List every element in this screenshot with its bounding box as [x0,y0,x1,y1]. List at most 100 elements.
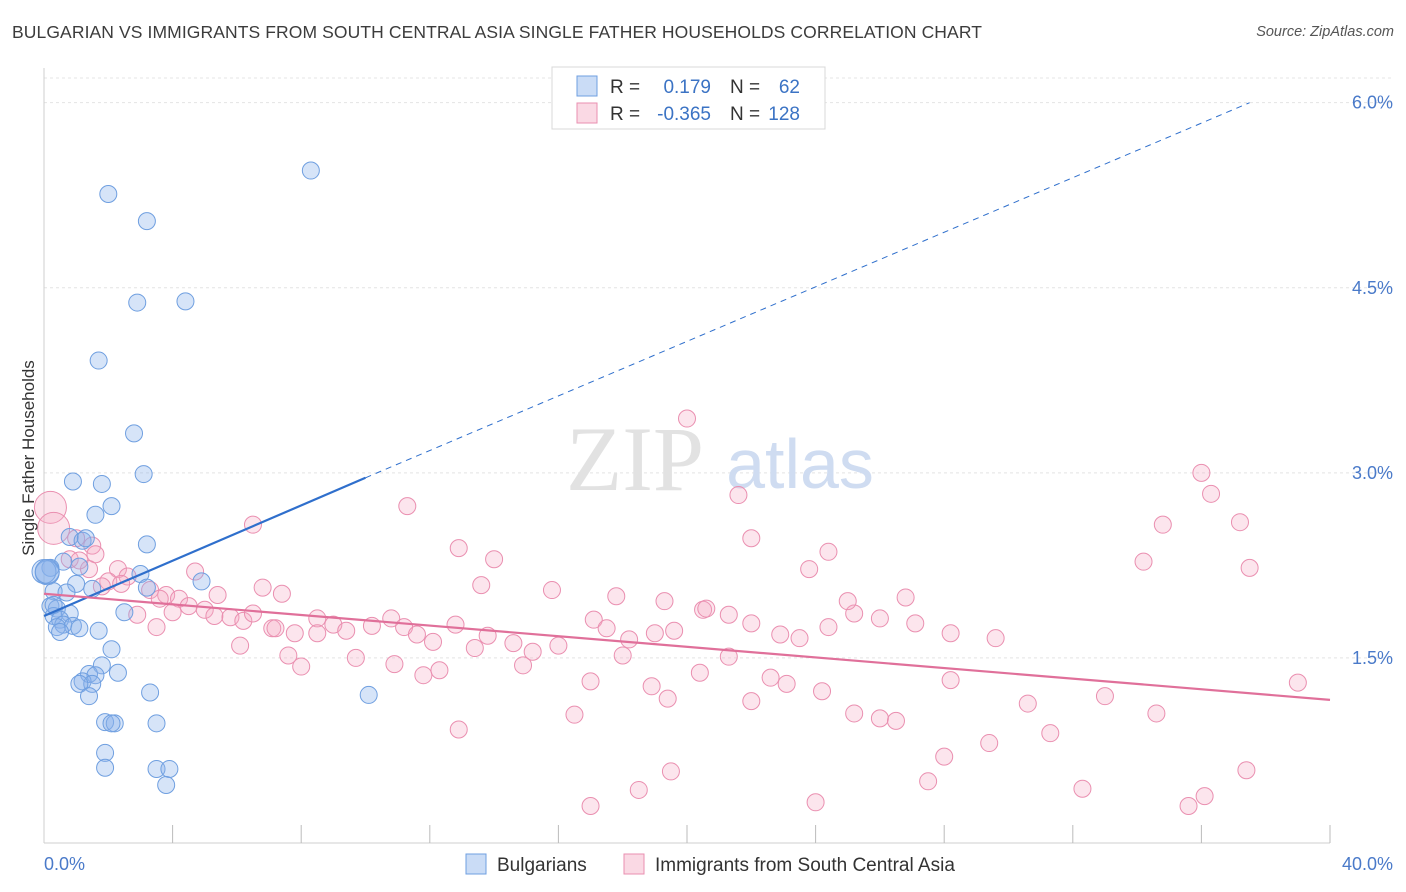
point-immigrants [581,672,600,691]
point-immigrants [800,560,819,579]
legend-r-value-2: -0.365 [657,104,711,125]
point-bulgarians [176,292,195,311]
point-bulgarians [47,618,66,637]
point-bulgarians [137,212,156,231]
point-bulgarians [102,497,121,516]
point-immigrants [819,618,838,637]
point-bulgarians [92,474,111,493]
series-bulgarians-points [31,161,378,795]
point-immigrants [385,655,404,674]
legend-swatch-pink [576,102,598,124]
point-bulgarians [96,758,115,777]
point-bulgarians [157,776,176,795]
point-immigrants [919,772,938,791]
point-immigrants [86,545,105,564]
legend-n-value-2: 128 [768,104,800,125]
point-bulgarians [141,683,160,702]
point-immigrants [346,648,365,667]
point-immigrants [472,576,491,595]
legend-n-label-2: N = [730,104,760,125]
bottom-legend: Bulgarians Immigrants from South Central… [465,853,955,876]
point-immigrants [205,606,224,625]
point-immigrants [655,592,674,611]
point-immigrants [1095,687,1114,706]
point-bulgarians [108,663,127,682]
point-bulgarians [160,759,179,778]
point-bulgarians [89,621,108,640]
point-bulgarians [102,714,121,733]
point-bulgarians [137,578,156,597]
point-bulgarians [92,656,111,675]
point-immigrants [565,705,584,724]
point-immigrants [504,634,523,653]
point-immigrants [70,551,89,570]
point-immigrants [645,624,664,643]
point-immigrants [1018,694,1037,713]
point-bulgarians [137,535,156,554]
watermark-atlas: atlas [726,425,874,503]
point-immigrants [1230,513,1249,532]
point-immigrants [514,656,533,675]
point-bulgarians [70,557,89,576]
legend-n-value-1: 62 [779,77,800,98]
point-bulgarians [76,529,95,548]
point-immigrants [584,610,603,629]
point-immigrants [485,550,504,569]
point-immigrants [1147,704,1166,723]
point-immigrants [1192,463,1211,482]
point-immigrants [613,646,632,665]
point-immigrants [941,624,960,643]
point-bulgarians [125,424,144,443]
point-immigrants [1073,779,1092,798]
point-immigrants [285,624,304,643]
point-bulgarians [80,687,99,706]
y-tick-label: 3.0% [1352,463,1393,483]
point-immigrants [719,605,738,624]
point-immigrants [597,619,616,638]
point-immigrants [398,497,417,516]
point-immigrants [790,629,809,648]
point-bulgarians [57,583,76,602]
point-bulgarians [359,685,378,704]
point-immigrants [1237,761,1256,780]
point-immigrants [941,671,960,690]
point-immigrants [986,629,1005,648]
point-bulgarians [134,465,153,484]
point-immigrants [838,592,857,611]
chart-title: BULGARIAN VS IMMIGRANTS FROM SOUTH CENTR… [12,22,983,42]
point-immigrants [523,642,542,661]
point-immigrants [581,796,600,815]
point-immigrants [1041,724,1060,743]
point-immigrants [742,529,761,548]
x-tick-label-min: 0.0% [44,854,85,874]
y-axis-label: Single Father Households [19,360,38,556]
point-bulgarians [99,184,118,203]
legend-swatch-blue [576,75,598,97]
point-bulgarians [86,505,105,524]
trend-bulgarians-extended [365,102,1250,479]
point-immigrants [896,588,915,607]
point-immigrants [658,689,677,708]
point-immigrants [1202,484,1221,503]
bottom-legend-swatch-blue [465,853,487,875]
point-immigrants [620,630,639,649]
point-immigrants [665,621,684,640]
point-immigrants [761,668,780,687]
point-immigrants [279,646,298,665]
point-immigrants [729,486,748,505]
point-bulgarians [301,161,320,180]
point-immigrants [806,793,825,812]
y-tick-label: 1.5% [1352,648,1393,668]
point-immigrants [243,604,262,623]
trend-bulgarians [43,476,366,617]
legend-r-value-1: 0.179 [663,77,711,98]
point-immigrants [661,762,680,781]
point-immigrants [777,674,796,693]
y-tick-label: 6.0% [1352,93,1393,113]
point-immigrants [195,600,214,619]
chart-source: Source: ZipAtlas.com [1256,24,1394,40]
legend-n-label-1: N = [730,77,760,98]
point-immigrants [308,609,327,628]
point-immigrants [147,618,166,637]
